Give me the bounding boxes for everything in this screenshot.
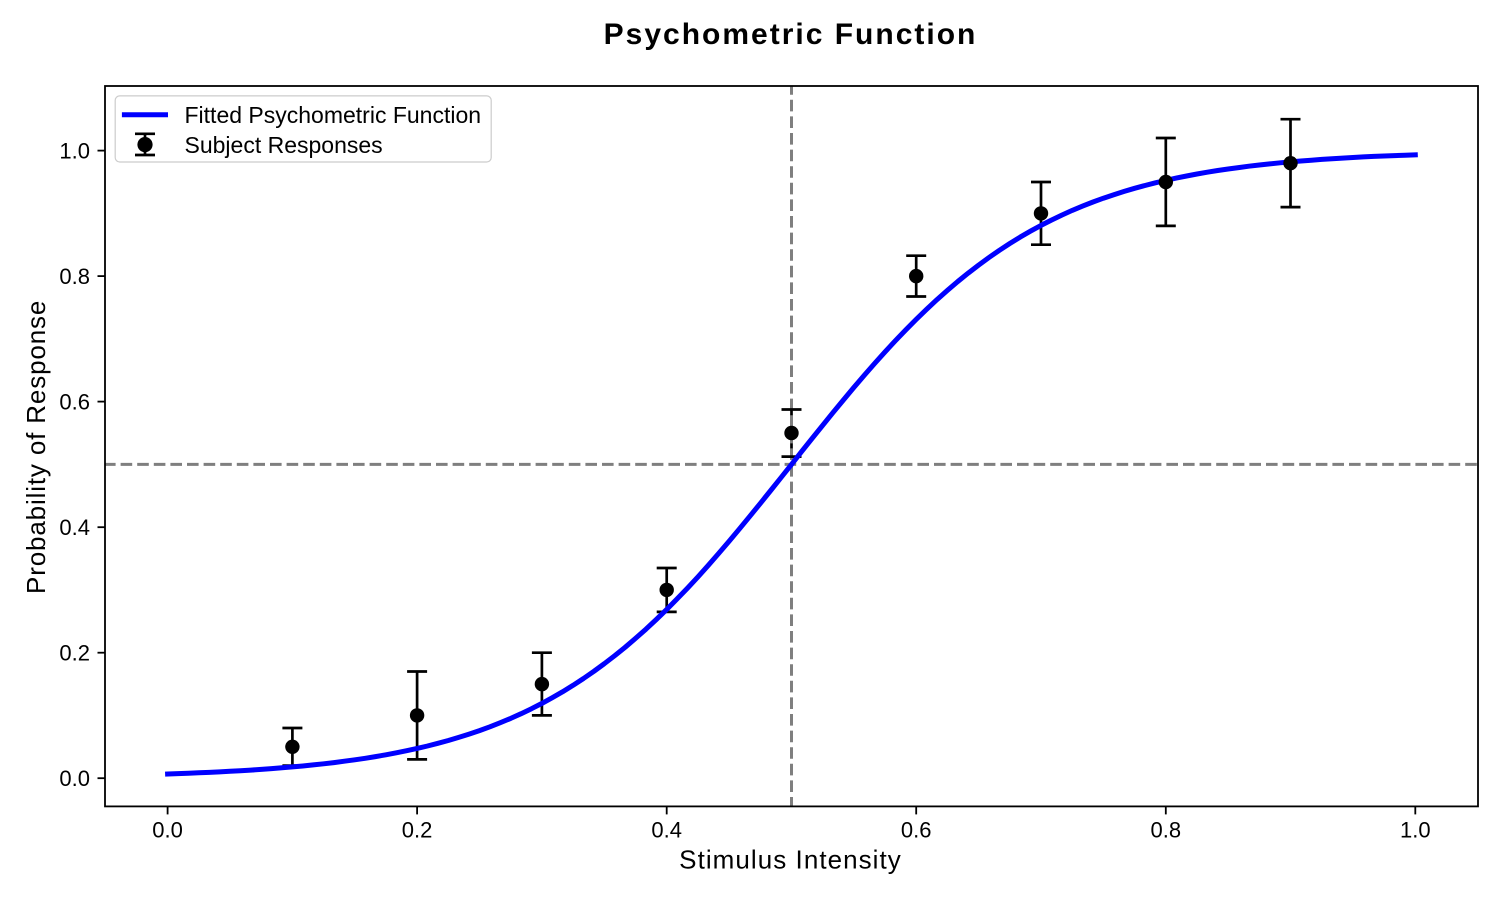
svg-text:0.0: 0.0 — [59, 766, 90, 791]
svg-text:Subject Responses: Subject Responses — [185, 132, 383, 158]
svg-text:Fitted Psychometric Function: Fitted Psychometric Function — [185, 102, 482, 128]
svg-text:Probability of Response: Probability of Response — [21, 300, 51, 594]
svg-text:1.0: 1.0 — [59, 139, 90, 164]
svg-text:Psychometric Function: Psychometric Function — [604, 18, 978, 51]
svg-text:0.2: 0.2 — [402, 817, 433, 842]
svg-text:0.6: 0.6 — [59, 390, 90, 415]
svg-text:Stimulus Intensity: Stimulus Intensity — [679, 845, 902, 875]
svg-text:0.8: 0.8 — [1151, 817, 1182, 842]
svg-text:0.6: 0.6 — [901, 817, 932, 842]
svg-text:0.4: 0.4 — [59, 515, 90, 540]
svg-text:0.8: 0.8 — [59, 264, 90, 289]
svg-text:0.2: 0.2 — [59, 641, 90, 666]
svg-text:0.0: 0.0 — [152, 817, 183, 842]
svg-text:0.4: 0.4 — [651, 817, 682, 842]
svg-text:1.0: 1.0 — [1400, 817, 1431, 842]
